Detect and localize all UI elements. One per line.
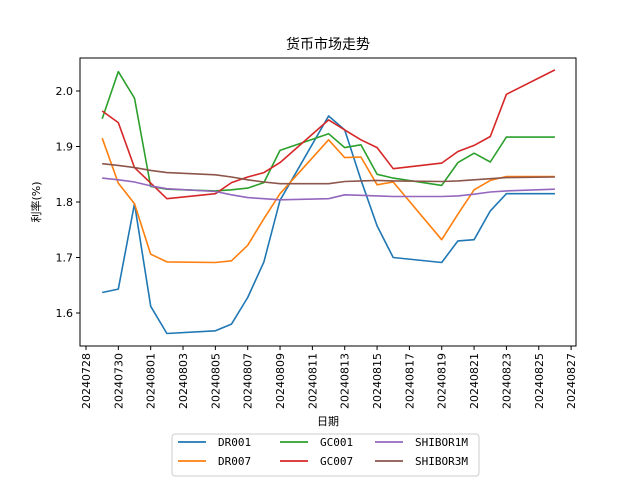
series-line-dr007 [101,137,555,264]
axes-frame [79,57,577,347]
chart-title: 货币市场走势 [286,36,370,53]
x-axis-label: 日期 [317,415,339,428]
y-axis-label: 利率(%) [29,181,43,222]
x-tick-label: 20240813 [339,353,352,409]
x-tick-label: 20240819 [436,353,449,409]
x-tick-label: 20240807 [242,353,255,409]
series-line-gc007 [101,69,556,200]
legend-box [171,433,480,477]
series-line-dr001 [102,115,555,335]
legend: DR001 DR007 GC001 GC007 SHIBOR1M SHIBOR3M [171,433,480,477]
x-tick-label: 20240803 [177,353,190,409]
legend-label-dr007: DR007 [218,455,251,468]
legend-label-gc007: GC007 [320,455,353,468]
x-tick-label: 20240821 [468,353,481,409]
y-tick-label: 1.6 [56,307,74,320]
series-line-shibor3m [102,162,555,185]
legend-label-gc001: GC001 [320,436,353,449]
x-tick-label: 20240728 [80,353,93,409]
legend-label-shibor3m: SHIBOR3M [415,455,468,468]
y-tick-label: 1.9 [56,141,74,154]
y-tick-label: 2.0 [56,85,74,98]
plot-area [101,69,556,335]
legend-label-shibor1m: SHIBOR1M [415,436,468,449]
x-tick-label: 20240817 [403,353,416,409]
x-tick-label: 20240827 [565,353,578,409]
x-tick-label: 20240823 [500,353,513,409]
legend-label-dr001: DR001 [218,436,251,449]
x-tick-label: 20240815 [371,353,384,409]
y-tick-label: 1.7 [56,252,74,265]
x-axis: 20240728 20240730 20240801 20240803 20240805… [80,346,578,409]
x-tick-label: 20240730 [112,353,125,409]
x-tick-label: 20240801 [145,353,158,409]
y-axis: 1.6 1.7 1.8 1.9 2.0 [56,85,80,320]
y-tick-label: 1.8 [56,196,74,209]
series-line-shibor1m [102,177,555,201]
x-tick-label: 20240805 [209,353,222,409]
x-tick-label: 20240825 [533,353,546,409]
x-tick-label: 20240809 [274,353,287,409]
x-tick-label: 20240811 [306,353,319,409]
